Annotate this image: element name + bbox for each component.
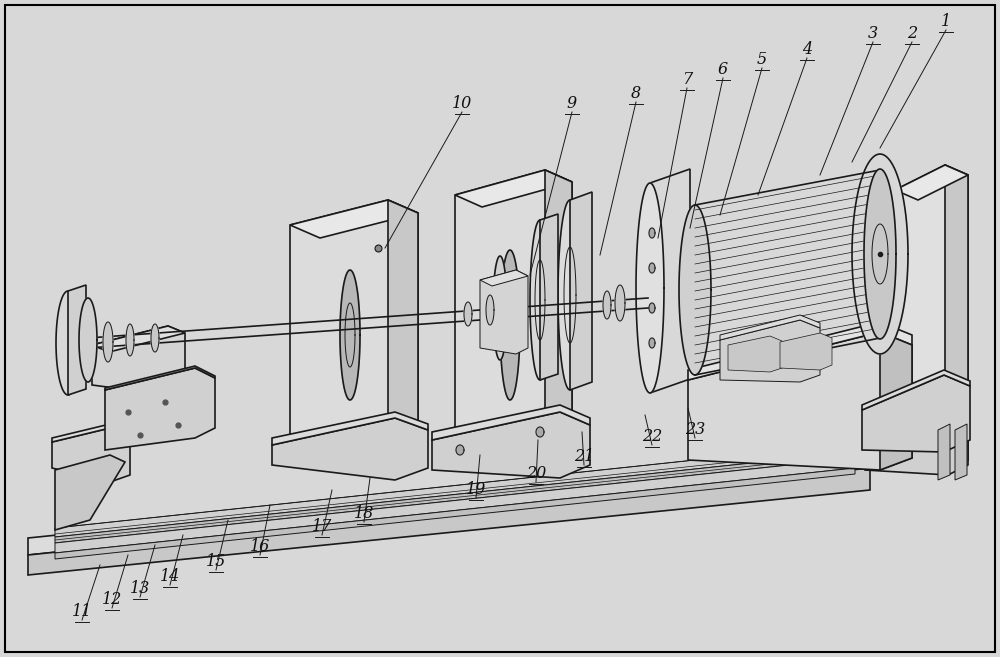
Polygon shape [272, 418, 428, 480]
Text: 23: 23 [685, 421, 705, 438]
Text: 10: 10 [452, 95, 472, 112]
Polygon shape [688, 322, 912, 380]
Polygon shape [570, 192, 592, 390]
Text: 7: 7 [682, 71, 692, 88]
Polygon shape [272, 412, 428, 445]
Text: 21: 21 [574, 448, 594, 465]
Polygon shape [649, 338, 655, 348]
Text: 17: 17 [312, 518, 332, 535]
Polygon shape [870, 415, 948, 468]
Polygon shape [68, 285, 86, 395]
Polygon shape [486, 295, 494, 325]
Polygon shape [945, 165, 968, 472]
Polygon shape [720, 315, 820, 340]
Polygon shape [545, 170, 572, 472]
Polygon shape [679, 205, 711, 375]
Text: 13: 13 [130, 580, 150, 597]
Polygon shape [151, 324, 159, 352]
Polygon shape [895, 165, 968, 200]
Polygon shape [688, 332, 912, 470]
Polygon shape [52, 424, 130, 442]
Polygon shape [340, 270, 360, 400]
Polygon shape [862, 375, 970, 452]
Polygon shape [728, 336, 782, 372]
Polygon shape [28, 415, 948, 555]
Polygon shape [864, 169, 896, 339]
Text: 2: 2 [907, 25, 917, 42]
Text: 8: 8 [631, 85, 641, 102]
Polygon shape [895, 165, 968, 472]
Polygon shape [388, 200, 418, 472]
Polygon shape [455, 170, 572, 207]
Polygon shape [92, 326, 185, 352]
Polygon shape [650, 169, 690, 393]
Text: 4: 4 [802, 41, 812, 58]
Polygon shape [28, 468, 870, 575]
Polygon shape [536, 427, 544, 437]
Polygon shape [52, 428, 130, 482]
Text: 18: 18 [354, 505, 374, 522]
Polygon shape [862, 370, 970, 410]
Polygon shape [780, 333, 832, 370]
Polygon shape [880, 332, 912, 470]
Polygon shape [126, 324, 134, 356]
Text: 6: 6 [718, 61, 728, 78]
Polygon shape [79, 298, 97, 382]
Polygon shape [105, 366, 215, 390]
Polygon shape [865, 413, 968, 475]
Polygon shape [92, 326, 185, 395]
Polygon shape [55, 455, 125, 530]
Text: 1: 1 [941, 13, 951, 30]
Polygon shape [500, 250, 520, 400]
Polygon shape [464, 302, 472, 326]
Polygon shape [432, 412, 590, 478]
Text: 5: 5 [757, 51, 767, 68]
Text: 19: 19 [466, 481, 486, 498]
Text: 12: 12 [102, 591, 122, 608]
Polygon shape [456, 445, 464, 455]
Polygon shape [603, 291, 611, 319]
Text: 20: 20 [526, 465, 546, 482]
Polygon shape [55, 432, 878, 537]
Polygon shape [56, 291, 80, 395]
Polygon shape [493, 256, 507, 360]
Polygon shape [105, 368, 215, 450]
Polygon shape [480, 270, 528, 354]
Polygon shape [649, 303, 655, 313]
Polygon shape [649, 228, 655, 238]
Polygon shape [852, 154, 908, 354]
Text: 11: 11 [72, 603, 92, 620]
Polygon shape [55, 447, 878, 553]
Text: 15: 15 [206, 553, 226, 570]
Polygon shape [480, 270, 528, 286]
Polygon shape [938, 424, 950, 480]
Polygon shape [558, 200, 582, 390]
Text: 3: 3 [868, 25, 878, 42]
Text: 14: 14 [160, 568, 180, 585]
Polygon shape [530, 220, 550, 380]
Polygon shape [55, 452, 855, 543]
Polygon shape [290, 200, 418, 238]
Polygon shape [720, 320, 820, 382]
Polygon shape [432, 405, 590, 440]
Polygon shape [55, 468, 855, 559]
Polygon shape [636, 183, 664, 393]
Text: 9: 9 [567, 95, 577, 112]
Text: 22: 22 [642, 428, 662, 445]
Polygon shape [103, 322, 113, 362]
Polygon shape [615, 285, 625, 321]
Polygon shape [649, 263, 655, 273]
Polygon shape [955, 424, 967, 480]
Polygon shape [290, 200, 418, 472]
Text: 16: 16 [250, 538, 270, 555]
Polygon shape [540, 214, 558, 380]
Polygon shape [455, 170, 572, 472]
